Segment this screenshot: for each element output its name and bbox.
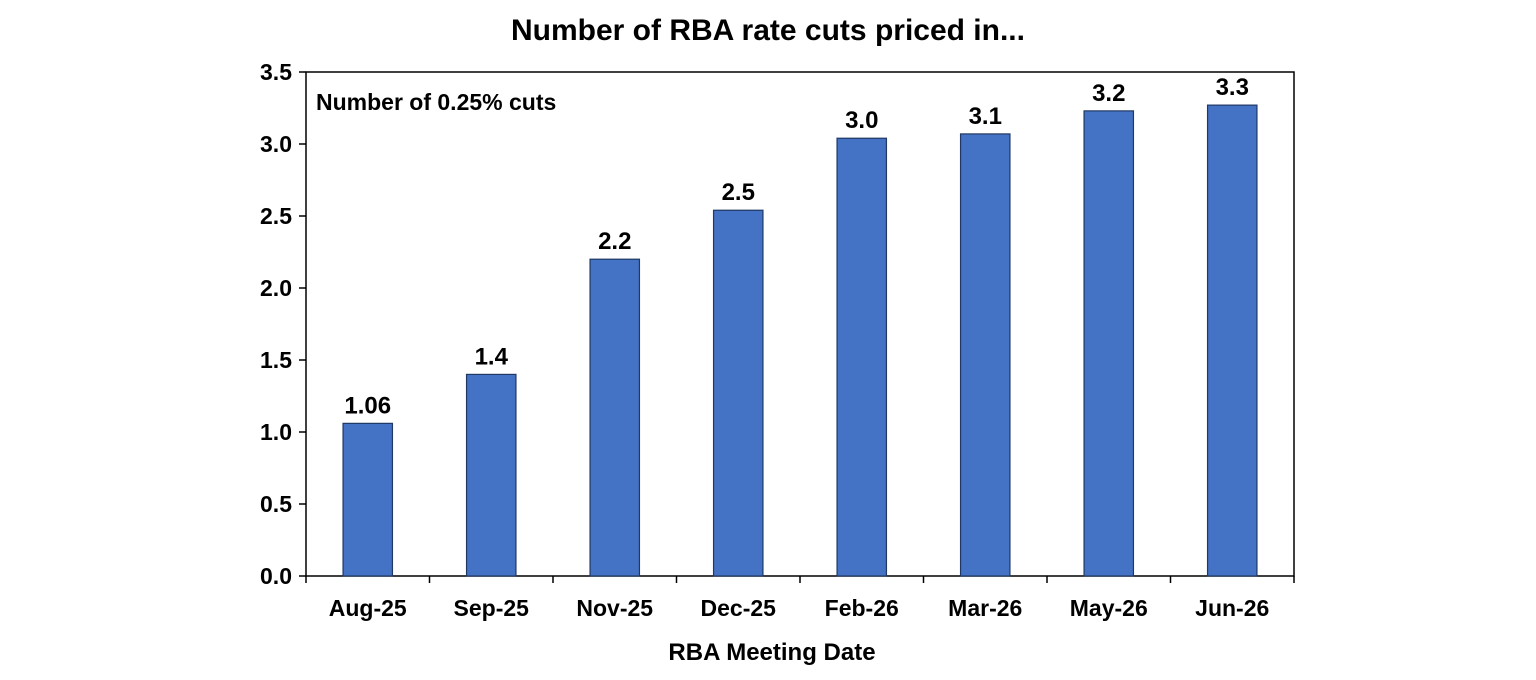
x-tick-label: Sep-25 xyxy=(454,595,530,621)
bar-value-label: 2.2 xyxy=(598,228,631,255)
x-tick-label: May-26 xyxy=(1070,595,1148,621)
x-tick-label: Dec-25 xyxy=(701,595,777,621)
x-tick-label: Nov-25 xyxy=(576,595,653,621)
bar-value-label: 1.4 xyxy=(475,343,509,370)
bar-value-label: 1.06 xyxy=(344,392,391,419)
y-tick-label: 1.5 xyxy=(260,347,292,373)
plot-area-frame xyxy=(305,71,1295,577)
bar xyxy=(1083,110,1135,577)
bars xyxy=(342,104,1258,577)
y-tick-label: 2.0 xyxy=(260,275,292,301)
y-tick-label: 1.0 xyxy=(260,419,292,445)
y-tick-label: 3.0 xyxy=(260,131,292,157)
x-tick-label: Mar-26 xyxy=(948,595,1022,621)
x-axis-title: RBA Meeting Date xyxy=(668,639,875,666)
bar xyxy=(465,373,517,577)
bar xyxy=(959,133,1011,577)
bar xyxy=(342,422,394,577)
bar-value-label: 2.5 xyxy=(722,179,755,206)
bar xyxy=(1206,104,1258,577)
bar-value-label: 3.1 xyxy=(969,103,1002,130)
y-tick-label: 3.5 xyxy=(260,59,292,85)
chart-title: Number of RBA rate cuts priced in... xyxy=(511,14,1025,47)
bar xyxy=(589,258,641,577)
y-tick-label: 2.5 xyxy=(260,203,292,229)
bar xyxy=(712,209,764,577)
x-tick-label: Jun-26 xyxy=(1195,595,1269,621)
x-tick-label: Aug-25 xyxy=(329,595,407,621)
chart-annotation: Number of 0.25% cuts xyxy=(316,89,556,115)
y-tick-label: 0.5 xyxy=(260,491,292,517)
y-tick-label: 0.0 xyxy=(260,563,292,589)
x-tick-label: Feb-26 xyxy=(825,595,899,621)
data-labels: 1.06 1.4 2.2 2.5 3.0 3.1 3.2 3.3 xyxy=(344,74,1249,419)
bar-value-label: 3.2 xyxy=(1092,80,1125,107)
bar-value-label: 3.3 xyxy=(1216,74,1249,101)
x-axis: Aug-25 Sep-25 Nov-25 Dec-25 Feb-26 Mar-26 May-… xyxy=(305,576,1295,621)
bar xyxy=(836,137,888,577)
y-axis: 0.0 0.5 1.0 1.5 2.0 2.5 3.0 3.5 xyxy=(260,59,306,589)
bar-value-label: 3.0 xyxy=(845,107,878,134)
